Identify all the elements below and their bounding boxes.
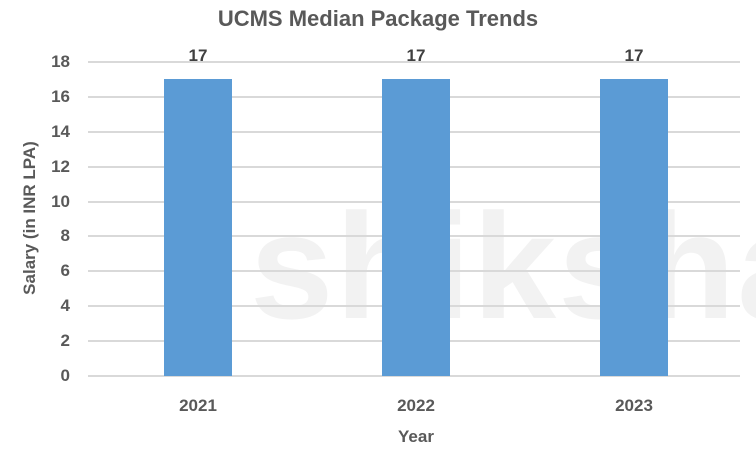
y-tick-label: 18 bbox=[51, 52, 70, 71]
y-tick-label: 12 bbox=[51, 156, 70, 176]
y-tick-label: 2 bbox=[60, 331, 70, 351]
x-tick-label: 2023 bbox=[615, 396, 653, 415]
y-tick-label: 8 bbox=[60, 226, 70, 246]
y-axis-label: Salary (in INR LPA) bbox=[20, 141, 39, 295]
watermark: shiksha bbox=[250, 182, 756, 350]
gridline bbox=[88, 375, 740, 377]
x-axis-label: Year bbox=[398, 427, 434, 446]
data-label: 17 bbox=[624, 46, 644, 66]
y-tick-label: 14 bbox=[51, 121, 70, 141]
y-tick-label: 0 bbox=[60, 366, 70, 385]
bar-2023 bbox=[600, 79, 668, 376]
data-label: 17 bbox=[188, 46, 208, 66]
x-tick-label: 2021 bbox=[179, 396, 217, 415]
data-label: 17 bbox=[406, 46, 426, 66]
bar-2022 bbox=[382, 79, 450, 376]
x-tick-label: 2022 bbox=[397, 396, 435, 415]
y-tick-label: 16 bbox=[51, 86, 70, 106]
y-tick-label: 10 bbox=[51, 191, 70, 211]
chart-title: UCMS Median Package Trends bbox=[217, 6, 539, 31]
y-tick-label: 4 bbox=[60, 296, 70, 316]
gridline bbox=[88, 61, 740, 63]
y-tick-label: 6 bbox=[60, 261, 70, 281]
bar-2021 bbox=[164, 79, 232, 376]
